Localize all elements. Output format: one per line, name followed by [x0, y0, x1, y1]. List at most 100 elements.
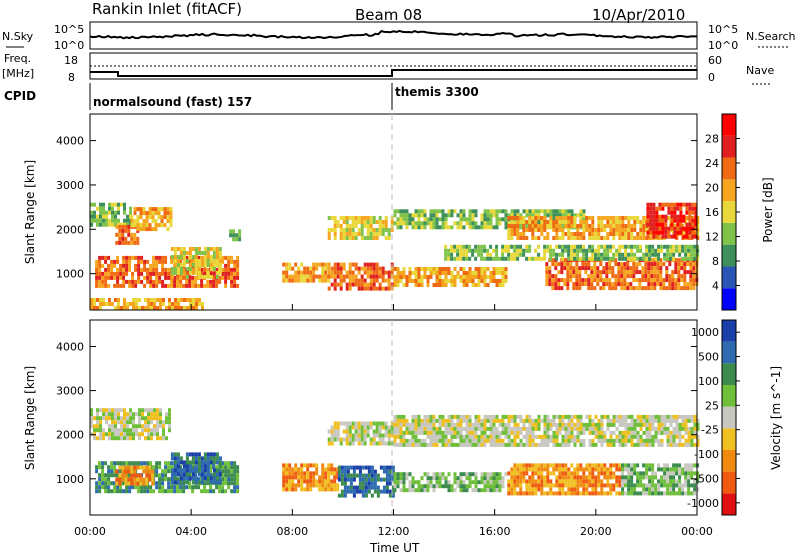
- power-cell: [173, 283, 177, 288]
- velocity-cell: [528, 475, 532, 480]
- velocity-cell: [224, 477, 228, 482]
- power-cell: [688, 214, 692, 219]
- power-cell: [489, 221, 493, 226]
- power-cell: [164, 267, 168, 272]
- nsearch-label: N.Search: [746, 30, 796, 43]
- velocity-cell: [333, 429, 337, 434]
- power-cell: [128, 279, 132, 284]
- velocity-cell: [140, 461, 144, 466]
- velocity-cell: [531, 463, 535, 468]
- power-cell: [534, 220, 538, 224]
- power-cell: [519, 213, 523, 218]
- power-cell: [104, 271, 108, 276]
- power-cell: [441, 283, 445, 287]
- power-ytick-label: 3000: [56, 179, 84, 192]
- power-cell: [630, 224, 634, 228]
- power-cell: [658, 218, 662, 223]
- velocity-cell: [525, 467, 529, 472]
- velocity-cell: [552, 434, 556, 439]
- power-cell: [652, 202, 656, 207]
- power-cell: [498, 283, 502, 287]
- velocity-cell: [585, 414, 589, 419]
- velocity-cell: [633, 422, 637, 427]
- power-cell: [561, 248, 565, 253]
- velocity-cell: [95, 489, 99, 494]
- power-cell: [111, 210, 114, 215]
- velocity-colorbar-cell: [722, 406, 736, 429]
- velocity-cell: [468, 426, 472, 431]
- power-cell: [483, 279, 487, 283]
- velocity-cell: [417, 422, 421, 427]
- power-cell: [151, 211, 155, 216]
- power-cell: [98, 283, 102, 288]
- power-cell: [670, 214, 674, 219]
- velocity-cell: [101, 461, 105, 466]
- power-cell: [685, 222, 689, 227]
- velocity-cell: [453, 414, 457, 419]
- velocity-cell: [393, 484, 397, 489]
- velocity-cell: [294, 483, 298, 488]
- power-echo-region: [130, 207, 173, 232]
- velocity-cell: [495, 480, 499, 485]
- power-cell: [674, 286, 678, 291]
- power-cell: [545, 278, 549, 283]
- velocity-cell: [138, 424, 141, 429]
- power-cell: [139, 227, 143, 232]
- power-cell: [666, 216, 670, 220]
- power-cell: [117, 306, 120, 310]
- velocity-cell: [102, 416, 105, 421]
- power-cell: [543, 244, 547, 249]
- velocity-cell: [345, 421, 349, 426]
- power-cell: [498, 279, 502, 283]
- velocity-cell: [185, 468, 189, 473]
- velocity-cell: [206, 456, 210, 461]
- velocity-cell: [124, 477, 128, 482]
- velocity-cell: [543, 475, 547, 480]
- velocity-cell: [173, 460, 177, 465]
- power-cell: [587, 266, 591, 271]
- power-cell: [387, 286, 391, 291]
- power-cell: [671, 286, 675, 291]
- velocity-cell: [477, 426, 481, 431]
- power-cell: [639, 248, 643, 253]
- velocity-cell: [215, 476, 219, 481]
- velocity-cell: [111, 412, 114, 417]
- velocity-cell: [588, 479, 592, 484]
- power-cell: [624, 216, 628, 220]
- power-cell: [649, 210, 653, 215]
- velocity-cell: [233, 465, 237, 470]
- velocity-cell: [513, 418, 517, 423]
- power-cell: [579, 220, 583, 224]
- power-cell: [294, 274, 298, 279]
- velocity-cell: [648, 467, 652, 472]
- power-cell: [591, 256, 595, 261]
- power-cell: [546, 244, 550, 249]
- power-cell: [360, 236, 364, 240]
- power-cell: [696, 224, 700, 228]
- velocity-ytick-label: 3000: [56, 385, 84, 398]
- power-cell: [664, 226, 668, 231]
- velocity-cell: [603, 438, 607, 443]
- velocity-cell: [96, 408, 99, 413]
- velocity-cell: [657, 414, 661, 419]
- velocity-cell: [675, 471, 679, 476]
- power-cell: [102, 202, 105, 207]
- power-cell: [291, 266, 295, 271]
- velocity-cell: [420, 442, 424, 447]
- velocity-cell: [444, 426, 448, 431]
- power-cell: [285, 266, 289, 271]
- power-cell: [378, 282, 382, 287]
- velocity-cell: [630, 422, 634, 427]
- velocity-cell: [489, 472, 493, 477]
- power-cell: [594, 248, 598, 253]
- power-cell: [658, 230, 662, 235]
- power-cell: [96, 298, 99, 302]
- power-colorbar-tick-label: 28: [705, 133, 719, 146]
- velocity-cell: [516, 471, 520, 476]
- power-cell: [139, 215, 143, 220]
- velocity-cell: [382, 485, 386, 490]
- power-cell: [129, 210, 132, 215]
- power-cell: [136, 219, 140, 224]
- velocity-cell: [396, 480, 400, 485]
- velocity-cell: [576, 479, 580, 484]
